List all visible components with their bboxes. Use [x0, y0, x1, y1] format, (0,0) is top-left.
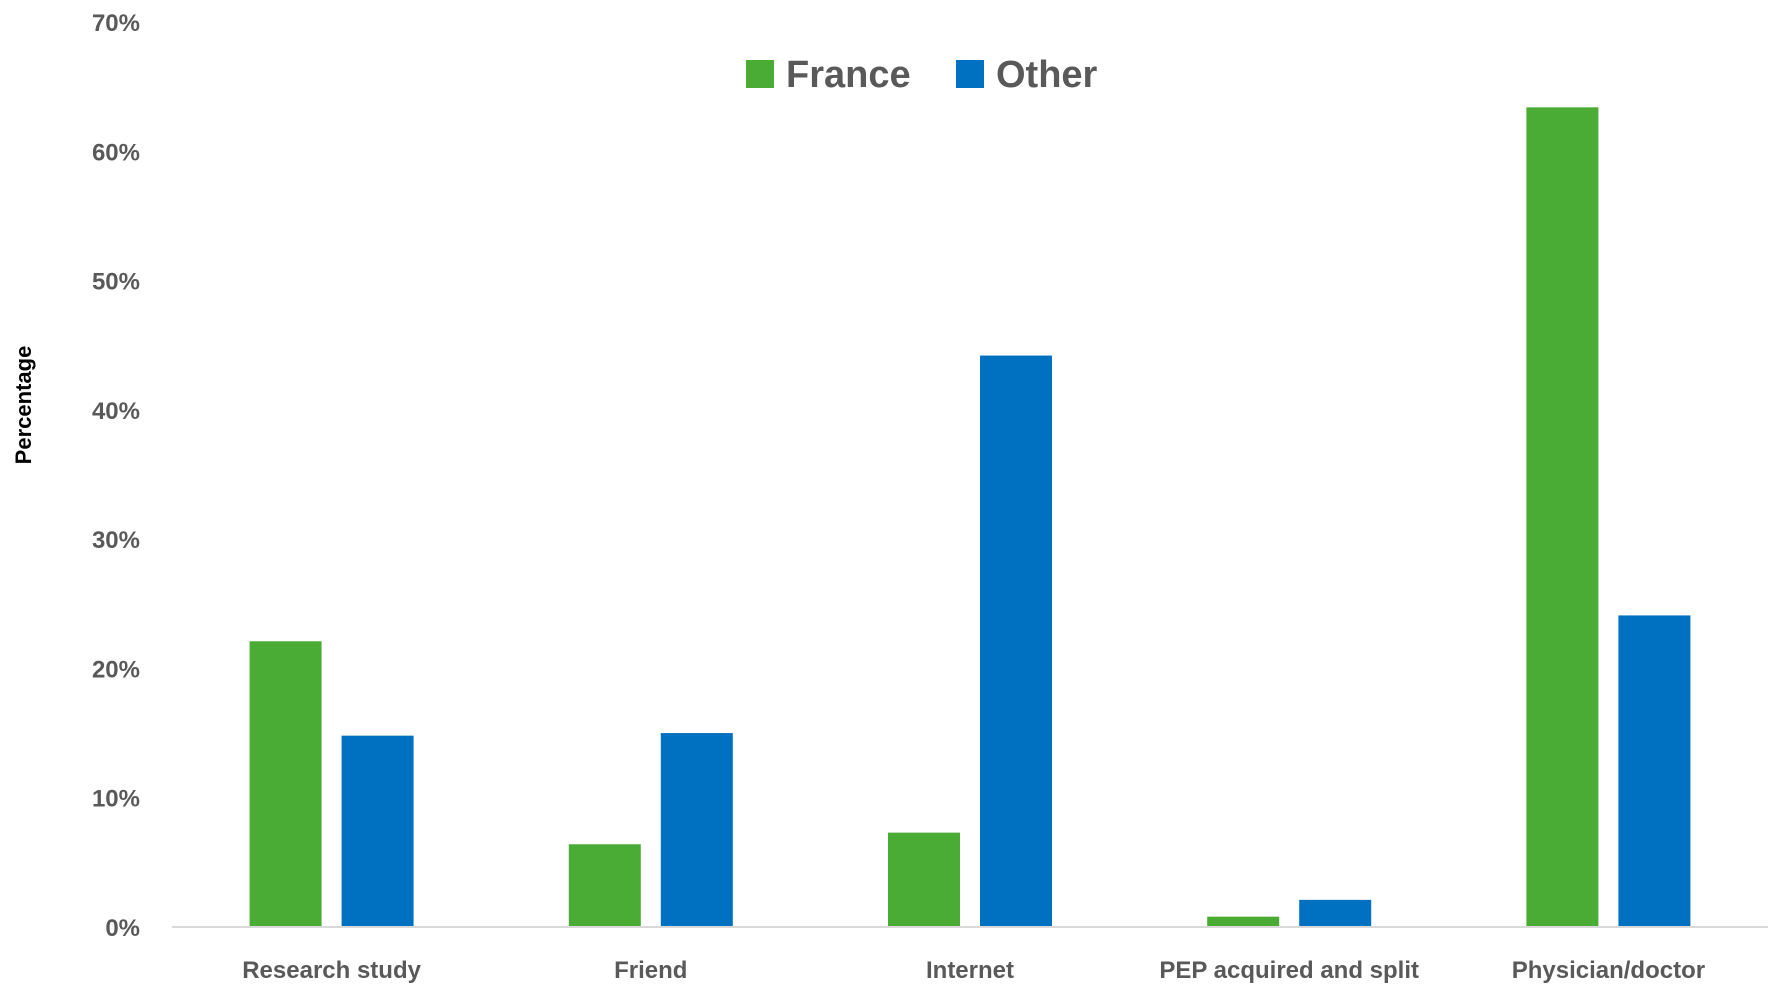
bar-other-4: [1299, 899, 1372, 927]
bar-other-5: [1618, 615, 1691, 927]
bar-france-4: [1207, 916, 1280, 927]
bars: [249, 107, 1691, 928]
y-axis-ticks: 0% 10% 20% 30% 40% 50% 60% 70%: [92, 10, 140, 942]
legend-label: France: [786, 54, 911, 96]
y-axis-title: Percentage: [11, 346, 36, 465]
legend: France Other: [746, 54, 1098, 96]
x-category-label: Physician/doctor: [1512, 957, 1705, 984]
bar-france-5: [1526, 107, 1599, 928]
bar-france-2: [568, 844, 641, 927]
bar-other-3: [980, 355, 1052, 927]
x-category-label: Internet: [926, 957, 1014, 984]
y-tick-label: 20%: [92, 656, 140, 683]
legend-item-france: France: [746, 54, 911, 96]
y-tick-label: 70%: [92, 10, 140, 37]
x-axis-categories: Research study Friend Internet PEP acquired…: [242, 957, 1705, 984]
bar-other-1: [341, 735, 414, 927]
legend-swatch: [746, 60, 774, 88]
y-tick-label: 30%: [92, 527, 140, 554]
y-axis-title-group: Percentage: [11, 346, 36, 465]
y-tick-label: 0%: [105, 915, 140, 942]
bar-france-3: [888, 832, 960, 927]
legend-item-other: Other: [956, 54, 1098, 96]
legend-swatch: [956, 60, 984, 88]
x-category-label: Research study: [242, 957, 421, 984]
bar-other-2: [660, 733, 733, 927]
y-tick-label: 60%: [92, 139, 140, 166]
y-tick-label: 40%: [92, 398, 140, 425]
x-category-label: Friend: [614, 957, 687, 984]
bar-france-1: [249, 641, 322, 927]
legend-label: Other: [996, 54, 1098, 96]
x-category-label: PEP acquired and split: [1159, 957, 1419, 984]
y-tick-label: 10%: [92, 786, 140, 813]
y-tick-label: 50%: [92, 269, 140, 296]
